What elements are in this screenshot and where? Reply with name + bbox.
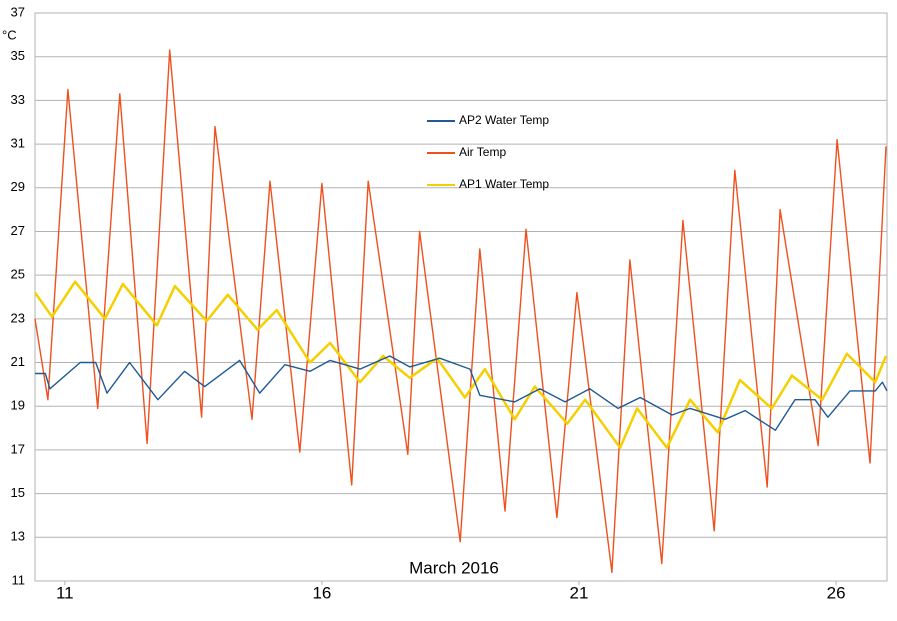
series-line xyxy=(34,49,887,573)
y-tick-label: 35 xyxy=(11,48,25,63)
legend-label: AP2 Water Temp xyxy=(459,113,549,127)
y-tick-label: 33 xyxy=(11,92,25,107)
y-tick-label: 21 xyxy=(11,354,25,369)
y-tick-label: 13 xyxy=(11,529,25,544)
series-line xyxy=(35,355,888,431)
y-tick-label: 25 xyxy=(11,267,25,282)
x-tick-label: 11 xyxy=(56,583,74,602)
x-tick-label: 21 xyxy=(570,583,589,602)
y-tick-label: 37 xyxy=(11,4,25,19)
y-tick-label: 15 xyxy=(11,485,25,500)
x-tick-label: 16 xyxy=(312,583,331,602)
y-tick-label: 27 xyxy=(11,223,25,238)
y-tick-label: 23 xyxy=(11,310,25,325)
plot-border xyxy=(34,12,888,582)
y-tick-label: 19 xyxy=(11,398,25,413)
x-axis-label: March 2016 xyxy=(409,558,499,577)
y-tick-label: 31 xyxy=(11,136,25,151)
series-line xyxy=(33,280,888,449)
y-tick-label: 11 xyxy=(12,572,26,587)
legend-label: AP1 Water Temp xyxy=(459,177,549,191)
y-tick-label: 17 xyxy=(11,441,25,456)
x-tick-label: 26 xyxy=(827,583,846,602)
y-tick-label: 29 xyxy=(11,179,25,194)
legend-label: Air Temp xyxy=(459,145,506,159)
y-unit: °C xyxy=(2,27,17,42)
